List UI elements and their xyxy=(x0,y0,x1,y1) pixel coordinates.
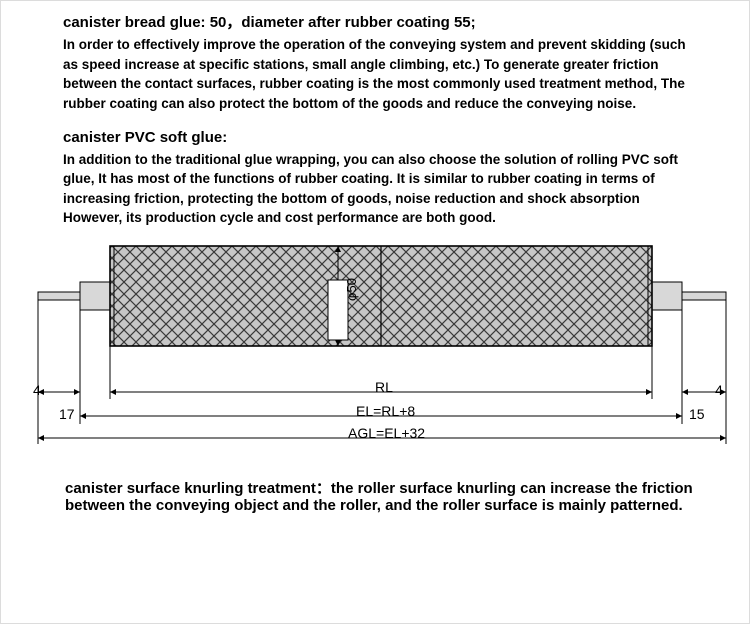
dim-el: EL=RL+8 xyxy=(356,403,415,419)
section2-body: In addition to the traditional glue wrap… xyxy=(63,150,697,228)
dim-agl: AGL=EL+32 xyxy=(348,425,425,441)
roller-diagram: φ50 4 17 4 15 RL EL=RL+8 AGL=EL+32 xyxy=(63,234,697,469)
dim-left-outer: 4 xyxy=(33,382,41,398)
dim-right-inner: 15 xyxy=(689,406,705,422)
section1-body: In order to effectively improve the oper… xyxy=(63,35,697,113)
section1-heading: canister bread glue: 50，diameter after r… xyxy=(63,13,697,33)
dim-right-outer: 4 xyxy=(715,382,723,398)
diameter-label: φ50 xyxy=(344,278,359,301)
section2-heading: canister PVC soft glue: xyxy=(63,128,697,148)
dim-left-inner: 17 xyxy=(59,406,75,422)
dim-rl: RL xyxy=(375,379,393,395)
section3-body: canister surface knurling treatment：the … xyxy=(63,481,697,514)
